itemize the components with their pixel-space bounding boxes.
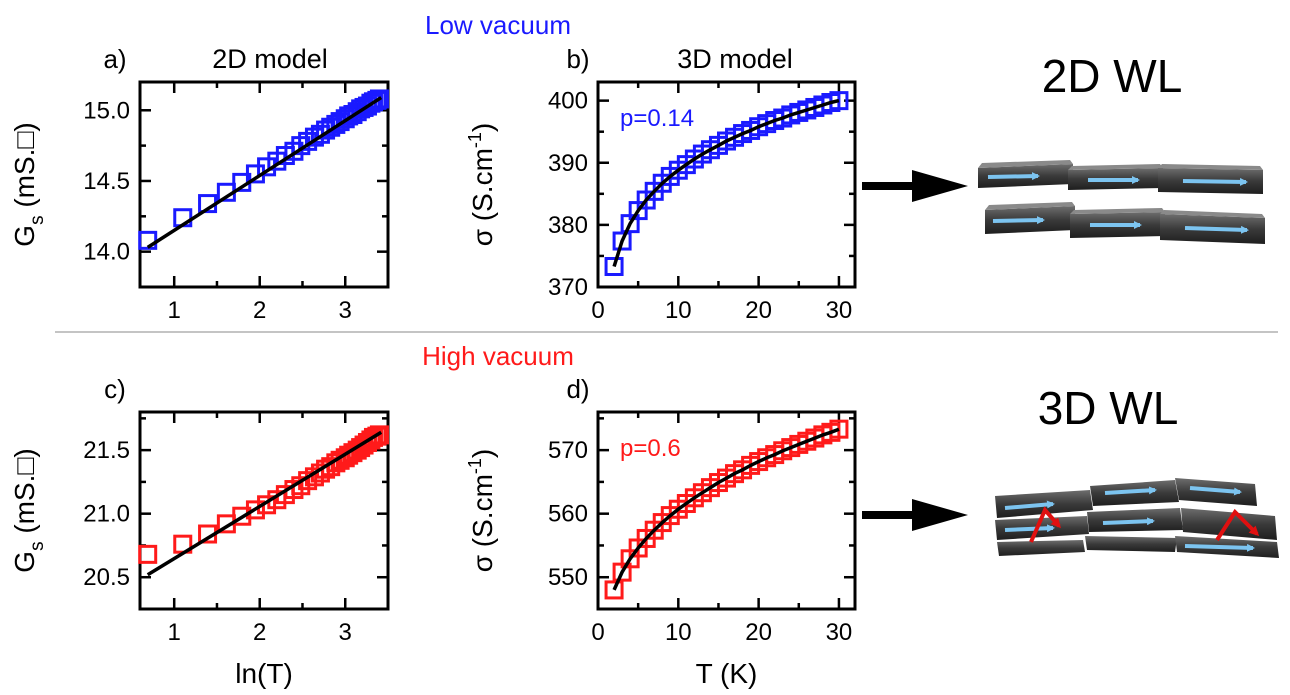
fit-line-b [612, 98, 840, 268]
x-tick-label-c: 3 [339, 619, 352, 646]
y-axis-label-main-b: σ (S.cm [467, 148, 498, 246]
panel-label-d: d) [566, 374, 589, 404]
data-point-a [369, 89, 389, 109]
y-tick-label-b: 380 [548, 212, 588, 239]
y-tick-label-c: 21.5 [83, 437, 130, 464]
y-axis-label-sup-d: -1 [465, 458, 485, 474]
y-axis-label-main-c: G [9, 551, 40, 573]
x-tick-label-a: 3 [339, 297, 352, 324]
data-point-b [829, 91, 849, 111]
data-point-c [138, 544, 158, 564]
illustration-label-2d-wl: 2D WL [1042, 50, 1183, 102]
y-axis-label-unit-c: (mS.□) [9, 448, 40, 541]
section-label-high-vacuum: High vacuum [422, 341, 574, 371]
y-axis-label-c: Gs (mS.□) [9, 448, 48, 572]
plot-frame-c [138, 410, 390, 611]
chart-panel-b: b) 3D model 0 10 20 30 370 380 390 400 σ (S.cm-1) p… [465, 44, 857, 324]
x-tick-label-b: 30 [826, 297, 853, 324]
x-tick-label-c: 2 [253, 619, 266, 646]
data-point-c [232, 506, 252, 526]
panel-label-b: b) [566, 44, 589, 74]
data-point-b [604, 257, 624, 276]
data-point-c [257, 495, 277, 515]
fit-line-a [146, 96, 383, 249]
chart-title-a: 2D model [212, 44, 328, 74]
x-tick-label-c: 1 [168, 619, 181, 646]
x-tick-label-d: 0 [591, 619, 604, 646]
y-axis-label-unit-d: ) [467, 449, 498, 458]
y-axis-label-unit-b: ) [467, 123, 498, 132]
plot-frame-b [596, 80, 857, 289]
chart-panel-c: c) 1 2 3 20.5 21.0 21.5 ln(T) Gs (mS.□) [9, 374, 390, 689]
x-tick-label-a: 2 [253, 297, 266, 324]
y-tick-label-b: 390 [548, 150, 588, 177]
x-tick-label-b: 0 [591, 297, 604, 324]
illustration-label-3d-wl: 3D WL [1038, 382, 1179, 434]
x-tick-label-d: 30 [826, 619, 853, 646]
plot-frame-d [596, 410, 857, 611]
y-axis-label-main-a: G [9, 225, 40, 247]
y-tick-label-c: 21.0 [83, 501, 130, 528]
fit-line-d [612, 427, 840, 591]
section-label-low-vacuum: Low vacuum [425, 10, 571, 40]
chart-panel-d: d) 0 10 20 30 550 560 570 T (K) σ (S.cm-1) p=0.6 [465, 374, 857, 689]
x-tick-label-a: 1 [168, 297, 181, 324]
y-tick-label-d: 560 [548, 501, 588, 528]
chart-panel-a: a) 2D model 1 2 3 14.0 14.5 15.0 Gs (mS.□) [9, 44, 390, 324]
y-axis-label-sup-b: -1 [465, 132, 485, 148]
transition-arrow-3d [862, 499, 968, 531]
x-tick-label-d: 20 [745, 619, 772, 646]
y-axis-label-unit-a: (mS.□) [9, 122, 40, 215]
annotation-b: p=0.14 [620, 105, 694, 132]
data-point-d [604, 580, 624, 600]
y-axis-label-sub-a: s [27, 215, 48, 225]
data-point-d [829, 419, 849, 439]
y-axis-label-main-d: σ (S.cm [467, 474, 498, 572]
x-tick-label-b: 10 [665, 297, 692, 324]
plot-frame-a [138, 80, 390, 289]
y-axis-label-d: σ (S.cm-1) [465, 449, 498, 573]
y-tick-label-c: 20.5 [83, 564, 130, 591]
annotation-d: p=0.6 [620, 435, 681, 462]
x-axis-label-c: ln(T) [235, 658, 293, 689]
graphene-flake-stack-icon [978, 160, 1265, 244]
y-tick-label-a: 15.0 [83, 97, 130, 124]
y-tick-label-d: 570 [548, 437, 588, 464]
y-axis-label-sub-c: s [27, 541, 48, 551]
transition-arrow-2d [862, 170, 968, 202]
y-tick-label-a: 14.0 [83, 239, 130, 266]
y-tick-label-d: 550 [548, 564, 588, 591]
y-axis-label-a: Gs (mS.□) [9, 122, 48, 246]
panel-label-c: c) [104, 374, 126, 404]
data-point-c [369, 425, 389, 445]
y-tick-label-a: 14.5 [83, 168, 130, 195]
x-tick-label-d: 10 [665, 619, 692, 646]
graphene-flake-network-icon [995, 478, 1279, 558]
data-point-c [245, 500, 265, 520]
y-tick-label-b: 400 [548, 88, 588, 115]
x-tick-label-b: 20 [745, 297, 772, 324]
panel-label-a: a) [103, 44, 126, 74]
fit-line-c [146, 430, 383, 577]
chart-title-b: 3D model [677, 44, 793, 74]
y-tick-label-b: 370 [548, 274, 588, 301]
y-axis-label-b: σ (S.cm-1) [465, 123, 498, 247]
x-axis-label-d: T (K) [696, 658, 758, 689]
